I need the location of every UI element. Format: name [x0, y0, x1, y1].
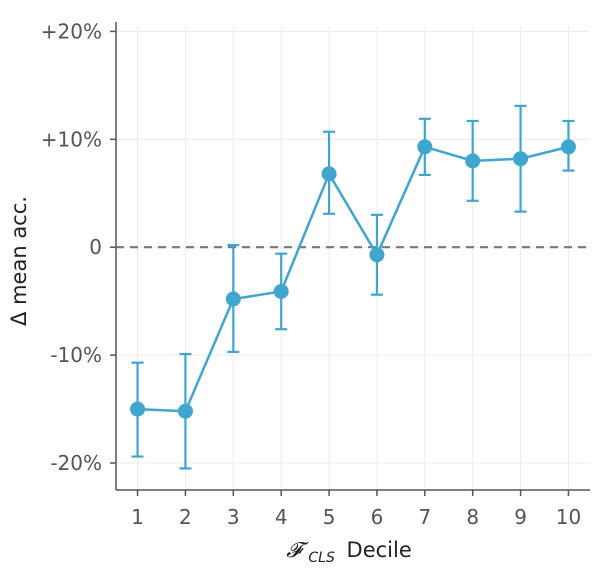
- x-axis-label-symbol: 𝓕: [286, 538, 309, 562]
- x-tick-label: 2: [179, 505, 192, 529]
- data-point: [465, 153, 481, 169]
- y-tick-label: +10%: [41, 127, 102, 151]
- x-tick-label: 4: [275, 505, 288, 529]
- x-tick-label: 1: [131, 505, 144, 529]
- data-point: [369, 247, 385, 263]
- data-point: [321, 166, 337, 182]
- x-axis-label-text: Decile: [347, 538, 412, 562]
- x-tick-label: 8: [466, 505, 479, 529]
- y-tick-label: 0: [89, 235, 102, 259]
- data-point: [177, 403, 193, 419]
- data-point: [273, 283, 289, 299]
- series-group: [130, 139, 576, 419]
- x-axis-label: 𝓕 CLS Decile: [286, 538, 412, 567]
- grid: [116, 26, 590, 490]
- data-point: [130, 401, 146, 417]
- x-tick-label: 9: [514, 505, 527, 529]
- tick-labels: +20% +10% 0 -10% -20% 1 2 3 4 5 6 7 8 9 10: [41, 19, 581, 529]
- x-tick-label: 3: [227, 505, 240, 529]
- data-point: [225, 291, 241, 307]
- series-line: [137, 145, 569, 413]
- data-point: [560, 139, 576, 155]
- y-tick-label: +20%: [41, 19, 102, 43]
- y-tick-label: -10%: [50, 343, 102, 367]
- data-point: [513, 151, 529, 167]
- axes: [110, 22, 590, 496]
- data-point: [417, 139, 433, 155]
- y-axis-label: Δ mean acc.: [7, 196, 31, 326]
- x-tick-label: 5: [323, 505, 336, 529]
- x-tick-label: 7: [418, 505, 431, 529]
- x-tick-label: 6: [371, 505, 384, 529]
- x-tick-label: 10: [556, 505, 581, 529]
- x-axis-label-subscript: CLS: [308, 550, 335, 566]
- y-tick-label: -20%: [50, 451, 102, 475]
